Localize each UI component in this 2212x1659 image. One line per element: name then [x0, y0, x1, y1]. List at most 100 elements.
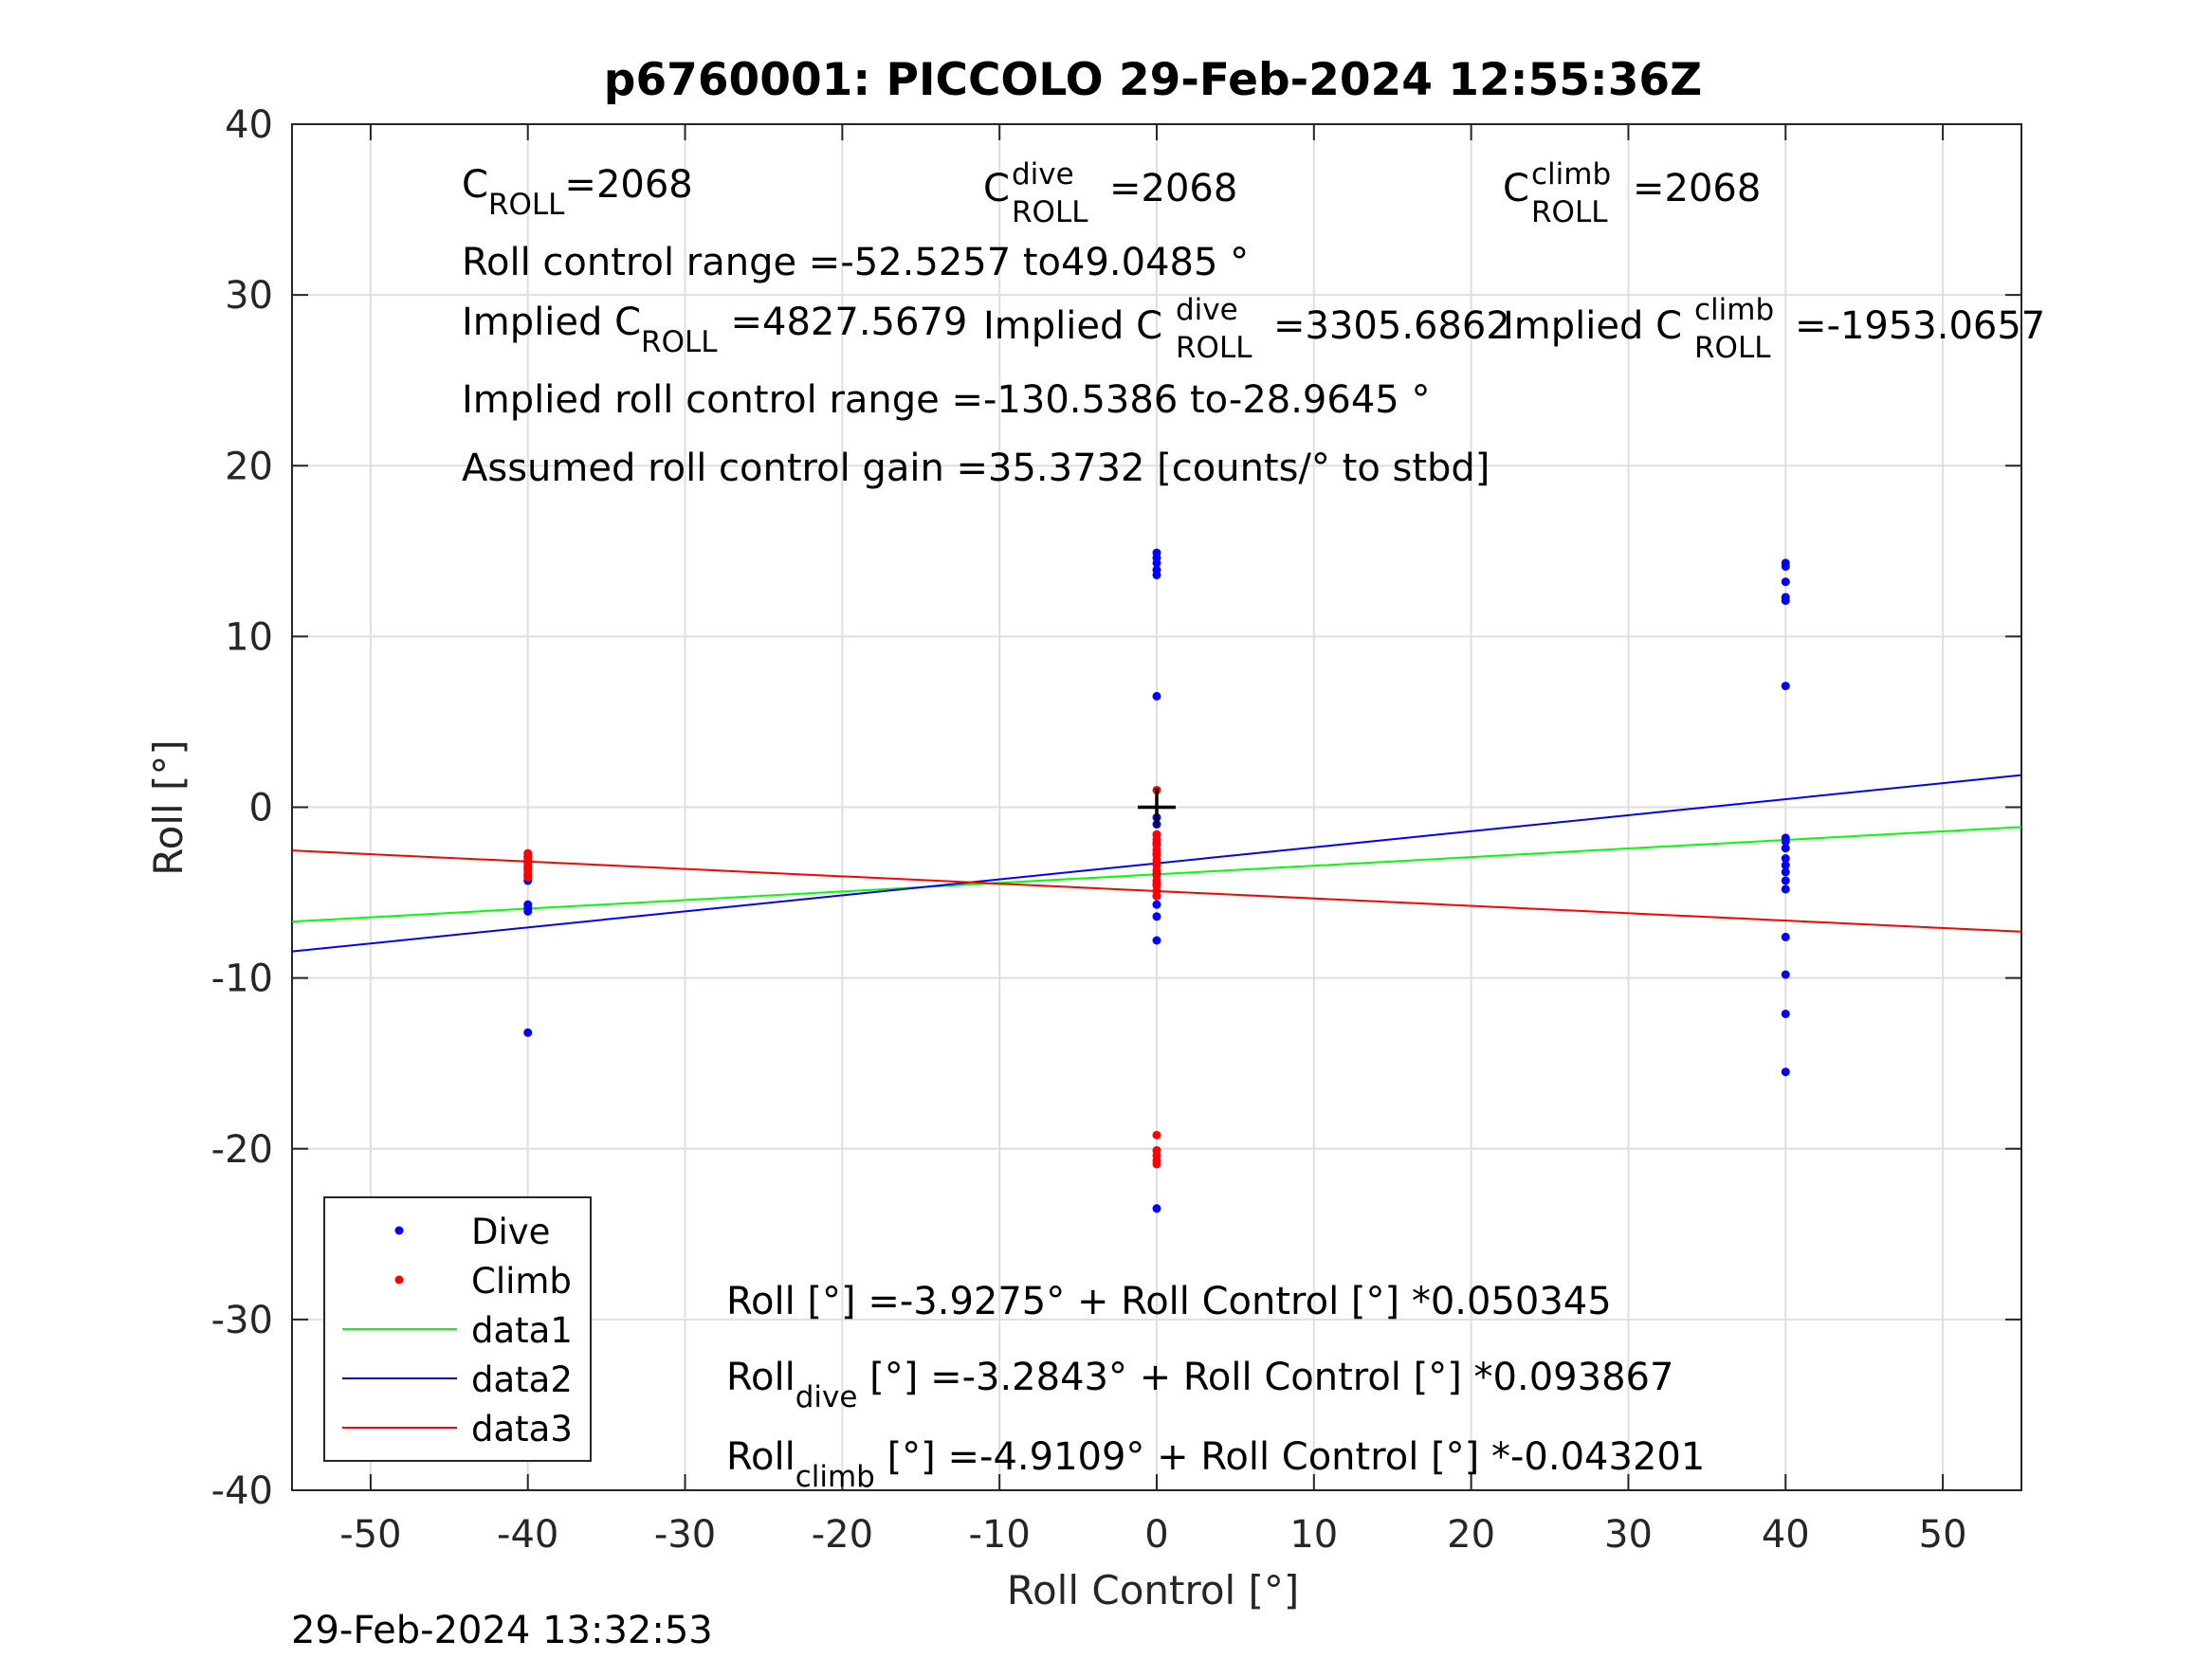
- data-point-dive: [1152, 900, 1161, 909]
- fit-climb-equation: Rollclimb [°] =-4.9109° + Roll Control […: [726, 1435, 1705, 1494]
- y-tick-label: 30: [225, 274, 273, 318]
- c-roll-climb-base: C: [1503, 167, 1529, 210]
- y-tick-label: 10: [225, 615, 273, 659]
- data-point-climb: [1152, 1159, 1161, 1169]
- data-point-dive: [1781, 861, 1790, 870]
- c-roll-climb-sup: climb: [1531, 157, 1611, 191]
- c-roll-base: C: [462, 163, 488, 207]
- data-point-dive: [1781, 867, 1790, 877]
- x-tick-label: -10: [969, 1513, 1031, 1557]
- footer-timestamp: 29-Feb-2024 13:32:53: [291, 1609, 713, 1652]
- implied-c-roll-prefix: Implied C: [462, 301, 641, 344]
- axes: [291, 123, 2022, 1491]
- assumed-roll-control-gain: Assumed roll control gain =35.3732 [coun…: [462, 447, 1490, 490]
- legend-entries: Dive Climb data1 data2 data3: [342, 1212, 573, 1449]
- fit-dive-rest: [°] =-3.2843° + Roll Control [°] *0.0938…: [857, 1356, 1673, 1399]
- data-point-dive: [1781, 577, 1790, 587]
- implied-roll-control-range: Implied roll control range =-130.5386 to…: [462, 378, 1430, 422]
- data-point-dive: [1781, 1067, 1790, 1077]
- fit-dive-sub: dive: [795, 1380, 858, 1414]
- y-tick-label: -10: [211, 957, 273, 1001]
- c-roll-climb-value: =2068: [1633, 167, 1761, 210]
- x-tick-label: 0: [1144, 1513, 1168, 1557]
- c-roll-annotation: CROLL=2068: [462, 163, 693, 222]
- legend-marker-climb: [394, 1275, 404, 1285]
- annotations-fits: Roll [°] =-3.9275° + Roll Control [°] *0…: [726, 1280, 1705, 1494]
- data-point-dive: [1781, 562, 1790, 572]
- y-tick-label: 0: [249, 787, 273, 830]
- c-roll-dive-value: =2068: [1109, 167, 1237, 210]
- c-roll-dive-sup: dive: [1012, 157, 1074, 191]
- fit-climb-prefix: Roll: [726, 1435, 795, 1479]
- data-point-dive: [1781, 682, 1790, 691]
- data-point-dive: [1781, 876, 1790, 885]
- x-tick-label: 10: [1289, 1513, 1338, 1557]
- fit-dive-equation: Rolldive [°] =-3.2843° + Roll Control [°…: [726, 1356, 1673, 1414]
- data-point-climb: [523, 872, 533, 882]
- data-point-dive: [1781, 1009, 1790, 1018]
- y-tick-label: -40: [211, 1469, 273, 1513]
- legend-label-climb: Climb: [471, 1261, 572, 1302]
- data-point-dive: [523, 1028, 533, 1037]
- implied-c-roll-value: =4827.5679: [731, 301, 968, 344]
- implied-c-roll-dive-sub: ROLL: [1176, 331, 1252, 365]
- c-roll-dive-sub: ROLL: [1012, 195, 1088, 229]
- data-point-climb: [1152, 891, 1161, 901]
- legend-label-data1: data1: [471, 1310, 573, 1351]
- x-tick-label: 50: [1919, 1513, 1967, 1557]
- c-roll-dive-annotation: C: [983, 167, 1010, 210]
- y-tick-label: 20: [225, 445, 273, 488]
- x-tick-label: -40: [497, 1513, 558, 1557]
- data-point-dive: [1781, 884, 1790, 894]
- annotations-top: CROLL=2068 C dive ROLL =2068 C climb ROL…: [462, 157, 2045, 490]
- data-point-dive: [1781, 932, 1790, 941]
- fit-climb-rest: [°] =-4.9109° + Roll Control [°] *-0.043…: [875, 1435, 1705, 1479]
- implied-c-roll-dive-value: =3305.6862: [1273, 304, 1510, 348]
- x-tick-label: 20: [1447, 1513, 1495, 1557]
- roll-control-range: Roll control range =-52.5257 to49.0485 °: [462, 241, 1249, 284]
- x-tick-label: -30: [654, 1513, 716, 1557]
- legend-label-data2: data2: [471, 1359, 573, 1400]
- data-point-climb: [1152, 1130, 1161, 1139]
- legend-label-dive: Dive: [471, 1212, 550, 1252]
- legend-label-data3: data3: [471, 1409, 573, 1449]
- y-tick-label: 40: [225, 103, 273, 147]
- data-point-dive: [1152, 558, 1161, 568]
- data-point-dive: [1152, 691, 1161, 701]
- data-point-dive: [1781, 844, 1790, 853]
- implied-c-roll: Implied CROLL =4827.5679: [462, 301, 967, 359]
- legend: Dive Climb data1 data2 data3: [323, 1196, 592, 1462]
- c-roll-climb-sub: ROLL: [1531, 195, 1608, 229]
- data-point-dive: [1781, 837, 1790, 847]
- implied-c-roll-climb-sub: ROLL: [1694, 331, 1771, 365]
- legend-marker-dive: [394, 1226, 404, 1235]
- implied-c-roll-sub: ROLL: [641, 325, 718, 359]
- x-axis-label: Roll Control [°]: [1007, 1567, 1300, 1613]
- data-point-dive: [1781, 854, 1790, 864]
- data-point-dive: [1152, 1204, 1161, 1213]
- y-tick-label: -30: [211, 1299, 273, 1342]
- fit-all-equation: Roll [°] =-3.9275° + Roll Control [°] *0…: [726, 1280, 1612, 1323]
- tick-labels: -50 -40 -30 -20 -10 0 10 20 30 40 50 -40 -30 -20 -10 0 1…: [211, 103, 1967, 1557]
- x-tick-label: 30: [1604, 1513, 1653, 1557]
- implied-c-roll-dive: Implied C: [983, 304, 1162, 348]
- data-point-dive: [1781, 970, 1790, 979]
- data-point-dive: [1152, 571, 1161, 580]
- chart-title: p6760001: PICCOLO 29-Feb-2024 12:55:36Z: [604, 54, 1702, 106]
- y-axis-label: Roll [°]: [145, 739, 192, 875]
- implied-c-roll-climb: Implied C: [1503, 304, 1682, 348]
- c-roll-sub: ROLL: [488, 188, 565, 222]
- data-point-dive: [1781, 596, 1790, 606]
- fit-climb-sub: climb: [795, 1460, 875, 1494]
- data-point-dive: [523, 906, 533, 916]
- y-tick-label: -20: [211, 1128, 273, 1172]
- data-point-dive: [1152, 936, 1161, 945]
- x-tick-label: -50: [339, 1513, 401, 1557]
- c-roll-climb-annotation: C: [1503, 167, 1529, 210]
- x-tick-label: -20: [812, 1513, 873, 1557]
- c-roll-value: =2068: [564, 163, 692, 207]
- implied-c-roll-dive-sup: dive: [1176, 293, 1238, 327]
- implied-c-roll-climb-sup: climb: [1694, 293, 1774, 327]
- series: [291, 548, 2022, 1229]
